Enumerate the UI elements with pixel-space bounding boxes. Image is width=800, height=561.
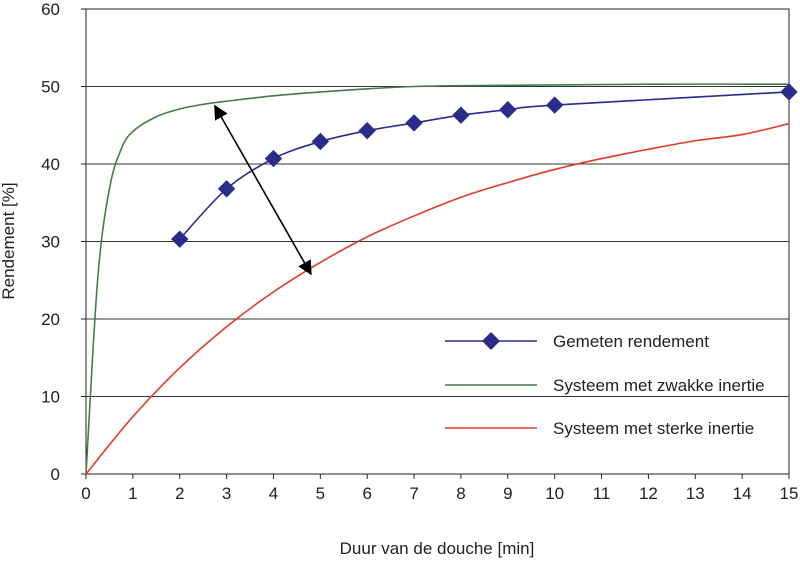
data-point [452, 106, 470, 124]
x-tick-label: 14 [733, 484, 752, 503]
x-axis-title: Duur van de douche [min] [340, 539, 535, 558]
x-tick-label: 0 [81, 484, 90, 503]
data-point [780, 83, 798, 101]
x-tick-label: 3 [222, 484, 231, 503]
y-tick-label: 50 [41, 78, 60, 97]
legend-label-systeem-met-sterke-inertie: Systeem met sterke inertie [553, 419, 754, 438]
x-tick-label: 10 [545, 484, 564, 503]
x-tick-label: 1 [128, 484, 137, 503]
x-tick-label: 9 [503, 484, 512, 503]
legend: Gemeten rendement Systeem met zwakke iner… [445, 332, 765, 438]
legend-label-gemeten-rendement: Gemeten rendement [553, 332, 709, 351]
x-tick-label: 4 [269, 484, 278, 503]
annotation-arrow [214, 104, 312, 276]
y-tick-label: 20 [41, 310, 60, 329]
x-tick-label: 5 [316, 484, 325, 503]
data-point [545, 96, 564, 114]
x-tick-label: 13 [686, 484, 705, 503]
x-tick-label: 2 [175, 484, 184, 503]
double-arrow [214, 104, 312, 276]
data-point [358, 121, 376, 140]
y-tick-label: 0 [51, 465, 60, 484]
series-line-systeem-met-sterke-inertie [85, 122, 790, 475]
y-tick-label: 40 [41, 155, 60, 174]
y-tick-label: 30 [41, 233, 60, 252]
x-tick-label: 11 [593, 484, 611, 503]
x-tick-label: 7 [409, 484, 418, 503]
x-tick-label: 6 [362, 484, 371, 503]
y-tick-label: 10 [41, 388, 60, 407]
x-tick-label: 12 [639, 484, 658, 503]
y-axis-title: Rendement [%] [0, 182, 18, 299]
y-axis-ticks: 0 10 20 30 40 50 60 [41, 0, 86, 484]
series-line-systeem-met-zwakke-inertie [85, 83, 790, 475]
x-tick-label: 15 [780, 484, 799, 503]
data-point [311, 132, 330, 151]
x-axis-ticks: 0 1 2 3 4 5 6 7 8 9 10 11 12 13 14 15 [81, 474, 798, 503]
data-point [499, 101, 517, 119]
legend-marker [482, 332, 500, 350]
data-point [171, 230, 189, 248]
y-tick-label: 60 [41, 0, 60, 19]
data-point [405, 114, 423, 132]
x-tick-label: 8 [456, 484, 465, 503]
legend-label-systeem-met-zwakke-inertie: Systeem met zwakke inertie [553, 376, 765, 395]
